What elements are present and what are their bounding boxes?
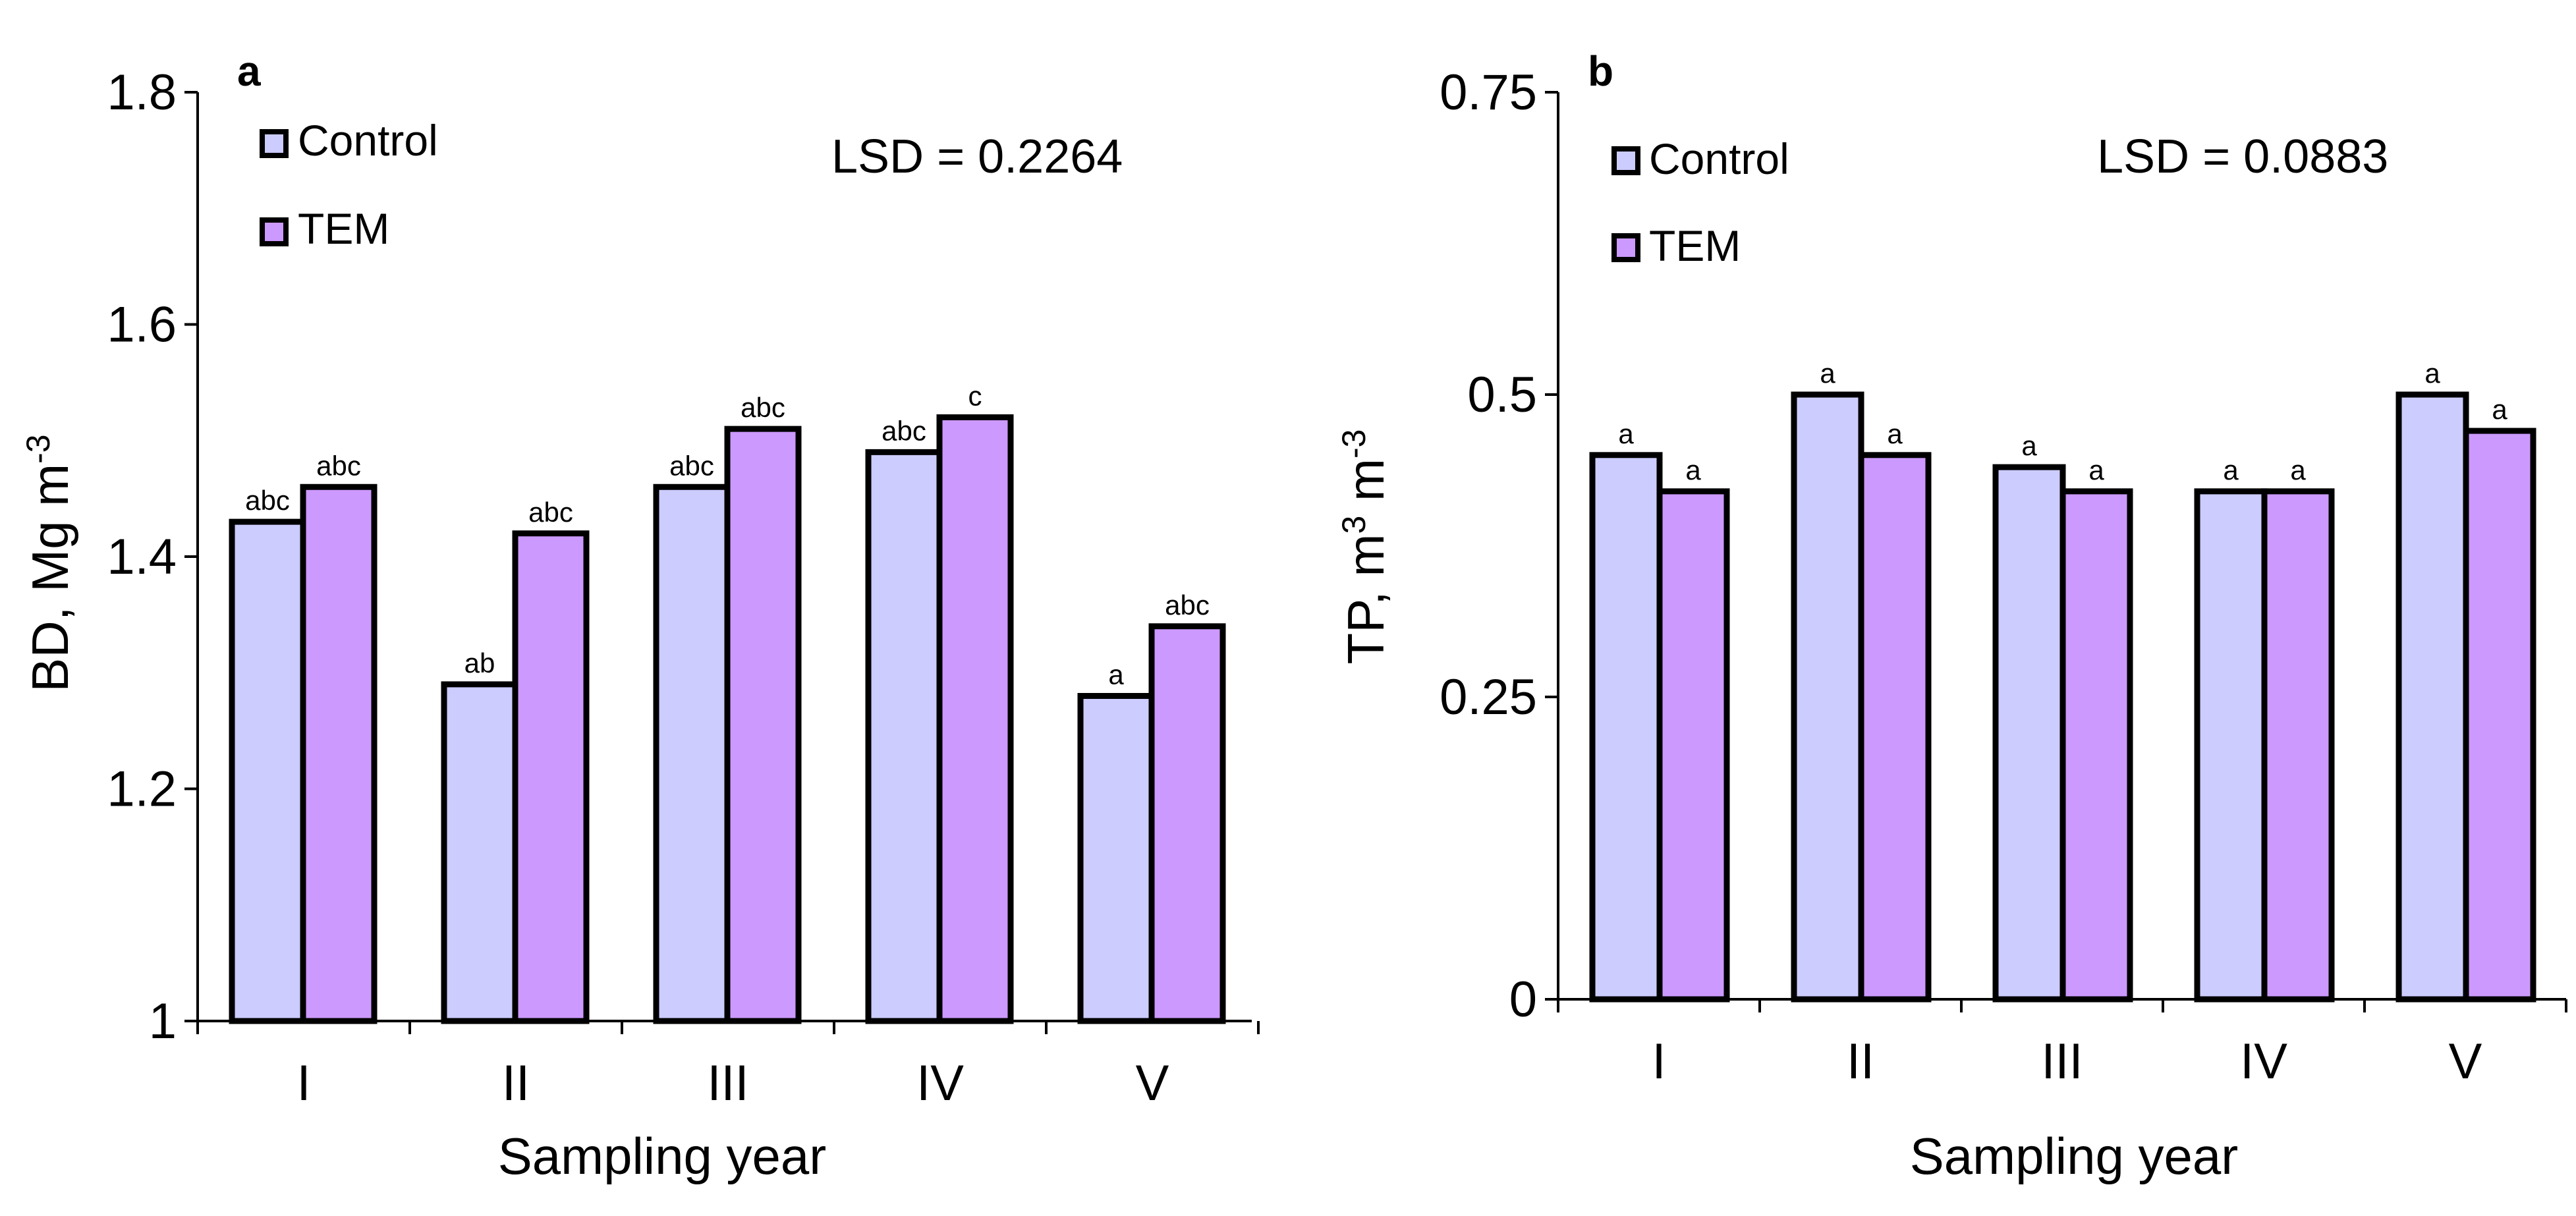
legend-swatch-tem — [260, 217, 289, 246]
panel-b-bar-labels: a a a a a a a a a a — [1618, 358, 2507, 485]
bar-tem-V — [2463, 428, 2536, 1003]
bar-tem-I — [1656, 488, 1730, 1003]
panel-a-label: a — [237, 47, 261, 95]
bar-label-tem-III: abc — [741, 392, 785, 423]
bar-control-IV — [2194, 488, 2268, 1003]
x-tick-label-III: III — [2041, 1034, 2083, 1090]
bar-tem-II — [512, 530, 590, 1024]
bar-label-control-I: a — [1618, 418, 1634, 449]
legend-label-control: Control — [1649, 134, 1789, 183]
panel-a-annotation: LSD = 0.2264 — [831, 130, 1123, 183]
bar-tem-III — [2059, 488, 2133, 1003]
bar-label-tem-V: a — [2492, 394, 2507, 425]
x-tick-label-II: II — [1847, 1034, 1874, 1090]
x-tick-label-V: V — [1136, 1055, 1169, 1111]
panel-a-y-axis-title: BD, Mg m-3 — [20, 434, 79, 692]
bar-tem-IV — [936, 414, 1014, 1024]
bar-label-control-II: a — [1820, 358, 1835, 389]
x-tick-label-V: V — [2449, 1034, 2482, 1090]
bar-label-control-V: a — [1108, 659, 1124, 690]
bar-control-I — [1589, 452, 1663, 1003]
y-tick-label: 0.5 — [1467, 367, 1537, 423]
bar-label-control-III: abc — [669, 450, 714, 481]
y-tick-label: 1.6 — [107, 297, 177, 353]
panel-b-bars — [1589, 391, 2536, 1003]
legend-swatch-control — [1611, 146, 1640, 175]
bar-label-tem-I: abc — [316, 450, 361, 481]
panel-b-annotation: LSD = 0.0883 — [2097, 130, 2388, 183]
chart-panel-a: a 11.21.41.61.8 abcabcababcabcabcabccaab… — [20, 47, 1260, 1185]
x-tick-label-IV: IV — [2240, 1034, 2287, 1090]
y-tick-label: 1.4 — [107, 529, 177, 585]
bar-control-II — [1791, 391, 1864, 1003]
bar-label-tem-I: a — [1685, 455, 1701, 485]
bar-label-control-IV: a — [2223, 455, 2239, 485]
y-tick-label: 0 — [1509, 972, 1537, 1028]
legend-label-control: Control — [298, 116, 438, 165]
bar-tem-II — [1858, 452, 1932, 1003]
bar-label-tem-IV: a — [2290, 455, 2306, 485]
bar-label-control-I: abc — [245, 485, 290, 516]
panel-a-y-tick-labels: 1 1.2 1.4 1.6 1.8 — [107, 65, 177, 1049]
y-tick-label: 1.8 — [107, 65, 177, 121]
bar-tem-I — [300, 484, 378, 1024]
panel-a-bars — [229, 414, 1226, 1024]
y-tick-label: 1 — [149, 993, 177, 1049]
x-tick-label-II: II — [502, 1055, 530, 1111]
y-tick-label: 0.75 — [1440, 65, 1537, 121]
panel-b-y-axis-title: TP, m3 m-3 — [1335, 429, 1395, 665]
y-tick-label: 1.2 — [107, 761, 177, 817]
bar-tem-V — [1148, 623, 1226, 1024]
bar-tem-III — [724, 426, 802, 1024]
legend-swatch-control — [260, 129, 289, 158]
bar-label-tem-IV: c — [968, 381, 982, 412]
legend-label-tem: TEM — [298, 204, 389, 253]
legend-swatch-tem — [1611, 233, 1640, 262]
panel-b-label: b — [1588, 47, 1613, 95]
bar-label-tem-V: abc — [1165, 590, 1210, 621]
bar-label-tem-II: abc — [528, 497, 573, 528]
bar-label-control-IV: abc — [882, 415, 926, 446]
panel-b-legend: Control TEM — [1611, 134, 1789, 270]
panel-b-x-axis-title: Sampling year — [1910, 1127, 2239, 1185]
y-tick-label: 0.25 — [1440, 669, 1537, 725]
bar-control-V — [1077, 693, 1155, 1024]
x-tick-label-I: I — [1652, 1034, 1666, 1090]
bar-tem-IV — [2261, 488, 2335, 1003]
bar-control-III — [653, 484, 731, 1024]
panel-a-axes — [184, 91, 1260, 1034]
bar-label-control-III: a — [2021, 430, 2037, 461]
x-tick-label-I: I — [296, 1055, 310, 1111]
bar-label-control-V: a — [2424, 358, 2440, 389]
legend-label-tem: TEM — [1649, 221, 1741, 270]
bar-control-III — [1992, 464, 2066, 1003]
bar-label-tem-II: a — [1887, 418, 1903, 449]
bar-control-V — [2395, 391, 2469, 1003]
bar-label-tem-III: a — [2088, 455, 2104, 485]
x-tick-label-III: III — [707, 1055, 748, 1111]
bar-control-I — [229, 518, 306, 1024]
panel-a-legend: Control TEM — [260, 116, 438, 253]
panel-b-x-tick-labels: I II III IV V — [1652, 1034, 2482, 1090]
panel-a-x-axis-title: Sampling year — [498, 1127, 827, 1185]
bar-label-control-II: ab — [464, 648, 495, 678]
panel-b-y-tick-labels: 0 0.25 0.5 0.75 — [1440, 65, 1537, 1028]
bar-control-II — [441, 681, 518, 1024]
panel-a-x-tick-labels: I II III IV V — [296, 1055, 1169, 1111]
x-tick-label-IV: IV — [916, 1055, 964, 1111]
bar-control-IV — [865, 449, 943, 1024]
panel-b-axes — [1545, 91, 2567, 1012]
